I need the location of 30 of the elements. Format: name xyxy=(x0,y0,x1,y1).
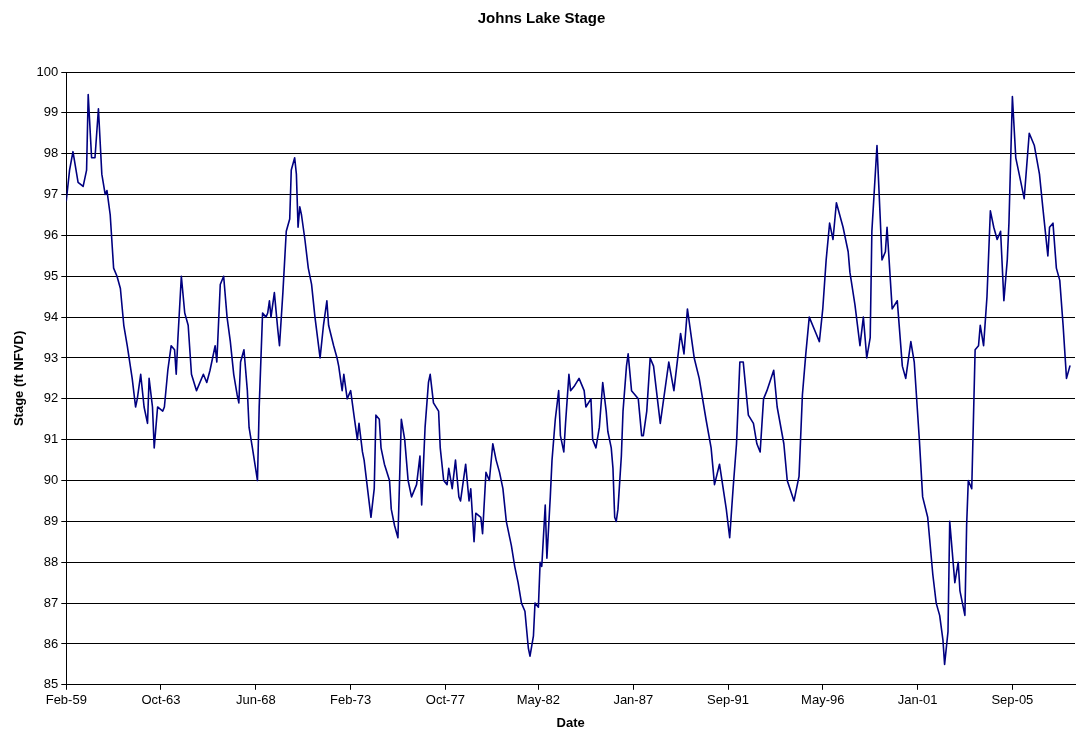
y-tick-label: 86 xyxy=(43,635,59,651)
chart-title: Johns Lake Stage xyxy=(477,9,606,27)
y-tick-label: 100 xyxy=(36,63,59,79)
x-tick-label: Feb-73 xyxy=(330,692,372,708)
x-axis-title: Date xyxy=(556,714,585,730)
y-tick-label: 87 xyxy=(43,594,59,610)
y-tick-label: 85 xyxy=(43,676,59,692)
y-tick-label: 89 xyxy=(43,512,59,528)
y-tick-label: 88 xyxy=(43,553,59,569)
y-tick-label: 93 xyxy=(43,349,59,365)
x-tick-label: Sep-05 xyxy=(991,692,1034,708)
x-tick-label: Oct-63 xyxy=(141,692,181,708)
y-tick-label: 94 xyxy=(43,308,59,324)
y-tick-label: 95 xyxy=(43,267,59,283)
y-tick-label: 91 xyxy=(43,431,59,447)
x-tick-label: Oct-77 xyxy=(425,692,465,708)
x-tick-label: May-96 xyxy=(801,692,845,708)
x-tick-label: Feb-59 xyxy=(45,692,87,708)
y-tick-label: 92 xyxy=(43,390,59,406)
y-tick-label: 98 xyxy=(43,145,59,161)
y-tick-label: 99 xyxy=(43,104,59,120)
x-tick-label: Jun-68 xyxy=(235,692,276,708)
x-tick-label: Sep-91 xyxy=(707,692,749,708)
y-tick-label: 96 xyxy=(43,226,59,242)
x-tick-label: Jan-87 xyxy=(613,692,654,708)
y-tick-label: 90 xyxy=(43,472,59,488)
x-tick-label: May-82 xyxy=(516,692,561,708)
y-tick-label: 97 xyxy=(43,186,59,202)
y-axis-title: Stage (ft NFVD) xyxy=(11,330,27,427)
x-tick-label: Jan-01 xyxy=(897,692,938,708)
